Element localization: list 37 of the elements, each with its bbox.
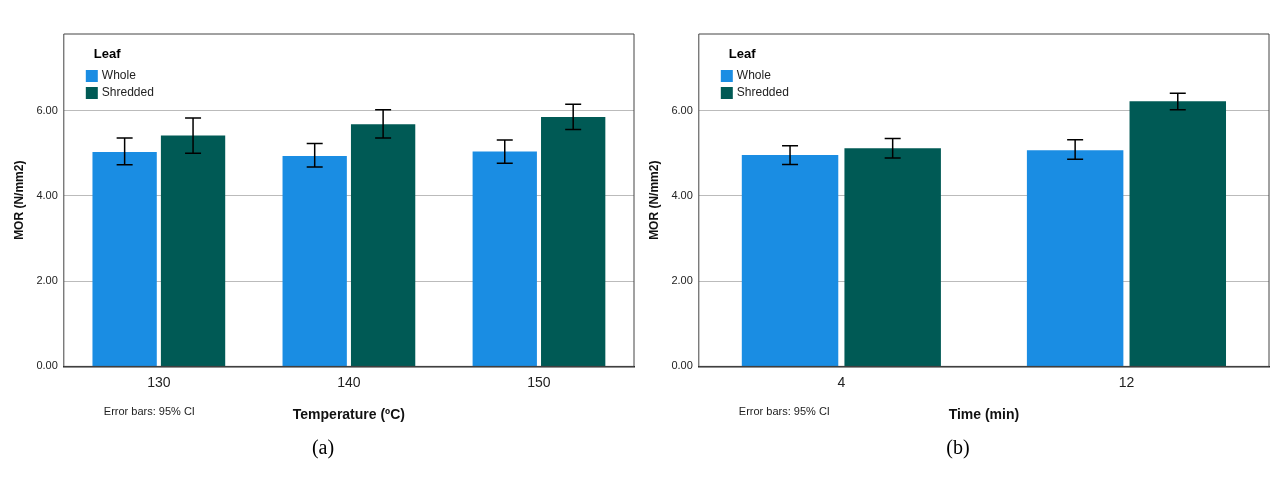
y-tick-label: 0.00 <box>671 359 693 372</box>
legend-label: Whole <box>736 68 772 83</box>
y-tick-label: 6.00 <box>36 103 58 116</box>
y-tick-label: 2.00 <box>671 274 693 287</box>
bar <box>1026 150 1124 366</box>
bar <box>282 155 347 366</box>
legend-label: Shredded <box>736 85 789 100</box>
x-tick-label: 12 <box>1118 373 1135 390</box>
bar <box>350 124 416 366</box>
bar <box>741 155 839 366</box>
y-tick-label: 0.00 <box>36 359 58 372</box>
x-tick-label: 150 <box>527 373 551 390</box>
x-axis-title: Time (min) <box>948 406 1020 423</box>
bar <box>472 151 537 366</box>
bar <box>541 117 606 366</box>
bar <box>844 148 941 366</box>
legend-title: Leaf <box>93 46 122 62</box>
legend-label: Whole <box>101 68 137 83</box>
x-axis-title: Temperature (ºC) <box>292 406 406 423</box>
x-tick-label: 140 <box>337 373 361 390</box>
x-tick-label: 4 <box>837 373 846 390</box>
y-axis-title: MOR (N/mm2) <box>11 160 26 240</box>
y-tick-label: 4.00 <box>36 188 58 201</box>
legend-label: Shredded <box>101 85 154 100</box>
y-tick-label: 6.00 <box>671 103 693 116</box>
bar <box>92 152 157 366</box>
y-axis-title: MOR (N/mm2) <box>646 160 661 240</box>
bar <box>160 135 226 366</box>
bar <box>1129 101 1227 366</box>
y-tick-label: 4.00 <box>671 188 693 201</box>
text: (b) <box>945 436 971 459</box>
text: (a) <box>310 436 336 459</box>
legend-title: Leaf <box>728 46 757 62</box>
text: Error bars: 95% CI <box>103 405 195 418</box>
text: Error bars: 95% CI <box>738 405 830 418</box>
y-tick-label: 2.00 <box>36 274 58 287</box>
x-tick-label: 130 <box>147 373 171 390</box>
